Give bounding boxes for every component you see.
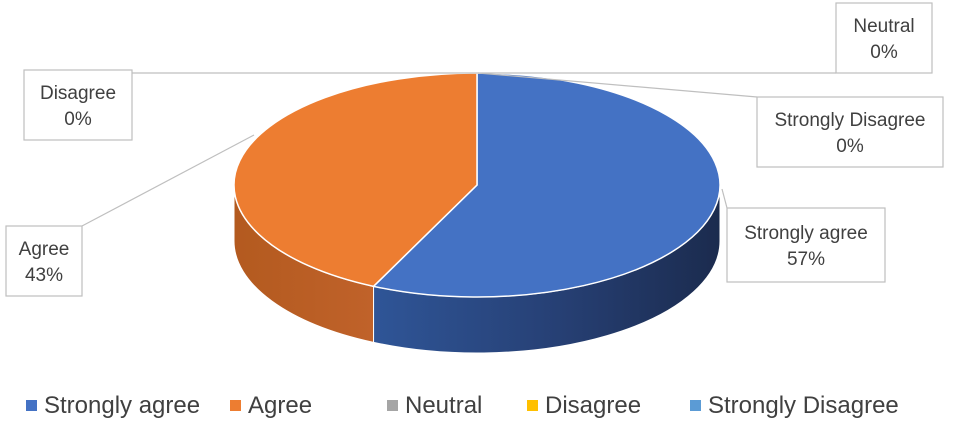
data-label-box — [756, 96, 944, 168]
leader-line-strongly-agree — [721, 188, 728, 209]
legend-label: Agree — [248, 392, 312, 419]
legend-item-strongly-agree: Strongly agree — [26, 392, 200, 419]
legend-label: Disagree — [545, 392, 641, 419]
data-label-strongly-agree: Strongly agree 57% — [726, 207, 886, 283]
data-labels: Strongly agree57%Agree43%Neutral0%Disagr… — [5, 2, 944, 297]
data-label-value: 43% — [25, 265, 63, 286]
legend-swatch — [387, 400, 398, 411]
legend-label: Neutral — [405, 392, 482, 419]
legend-swatch — [527, 400, 538, 411]
data-label-category: Strongly Disagree — [774, 110, 925, 131]
legend-label: Strongly agree — [44, 392, 200, 419]
pie-layer — [233, 72, 721, 354]
data-label-value: 0% — [870, 42, 898, 63]
leader-line-strongly-disagree — [477, 72, 758, 98]
data-label-category: Disagree — [40, 83, 116, 104]
data-label-category: Agree — [19, 239, 70, 260]
legend-label: Strongly Disagree — [708, 392, 899, 419]
data-label-strongly-disagree: Strongly Disagree 0% — [756, 96, 944, 168]
data-label-box — [23, 69, 133, 141]
data-label-box — [835, 2, 933, 74]
pie-slice-strongly-agree — [372, 72, 721, 298]
legend-swatch — [230, 400, 241, 411]
legend-item-disagree: Disagree — [527, 392, 641, 419]
legend-item-neutral: Neutral — [387, 392, 482, 419]
pie-slice-agree — [233, 72, 478, 288]
data-label-value: 57% — [787, 249, 825, 270]
legend: Strongly agree Agree Neutral Disagree Strong… — [26, 392, 899, 419]
data-label-box — [5, 225, 83, 297]
legend-item-strongly-disagree: Strongly Disagree — [690, 392, 899, 419]
legend-swatch — [26, 400, 37, 411]
data-label-category: Strongly agree — [744, 223, 868, 244]
data-label-neutral: Neutral 0% — [835, 2, 933, 74]
legend-swatch — [690, 400, 701, 411]
data-label-value: 0% — [836, 136, 864, 157]
data-label-box — [726, 207, 886, 283]
legend-item-agree: Agree — [230, 392, 312, 419]
data-label-category: Neutral — [853, 16, 914, 37]
leader-lines — [81, 72, 836, 227]
leader-line-agree — [81, 134, 255, 227]
data-label-disagree: Disagree 0% — [23, 69, 133, 141]
data-label-value: 0% — [64, 109, 92, 130]
data-label-agree: Agree 43% — [5, 225, 83, 297]
